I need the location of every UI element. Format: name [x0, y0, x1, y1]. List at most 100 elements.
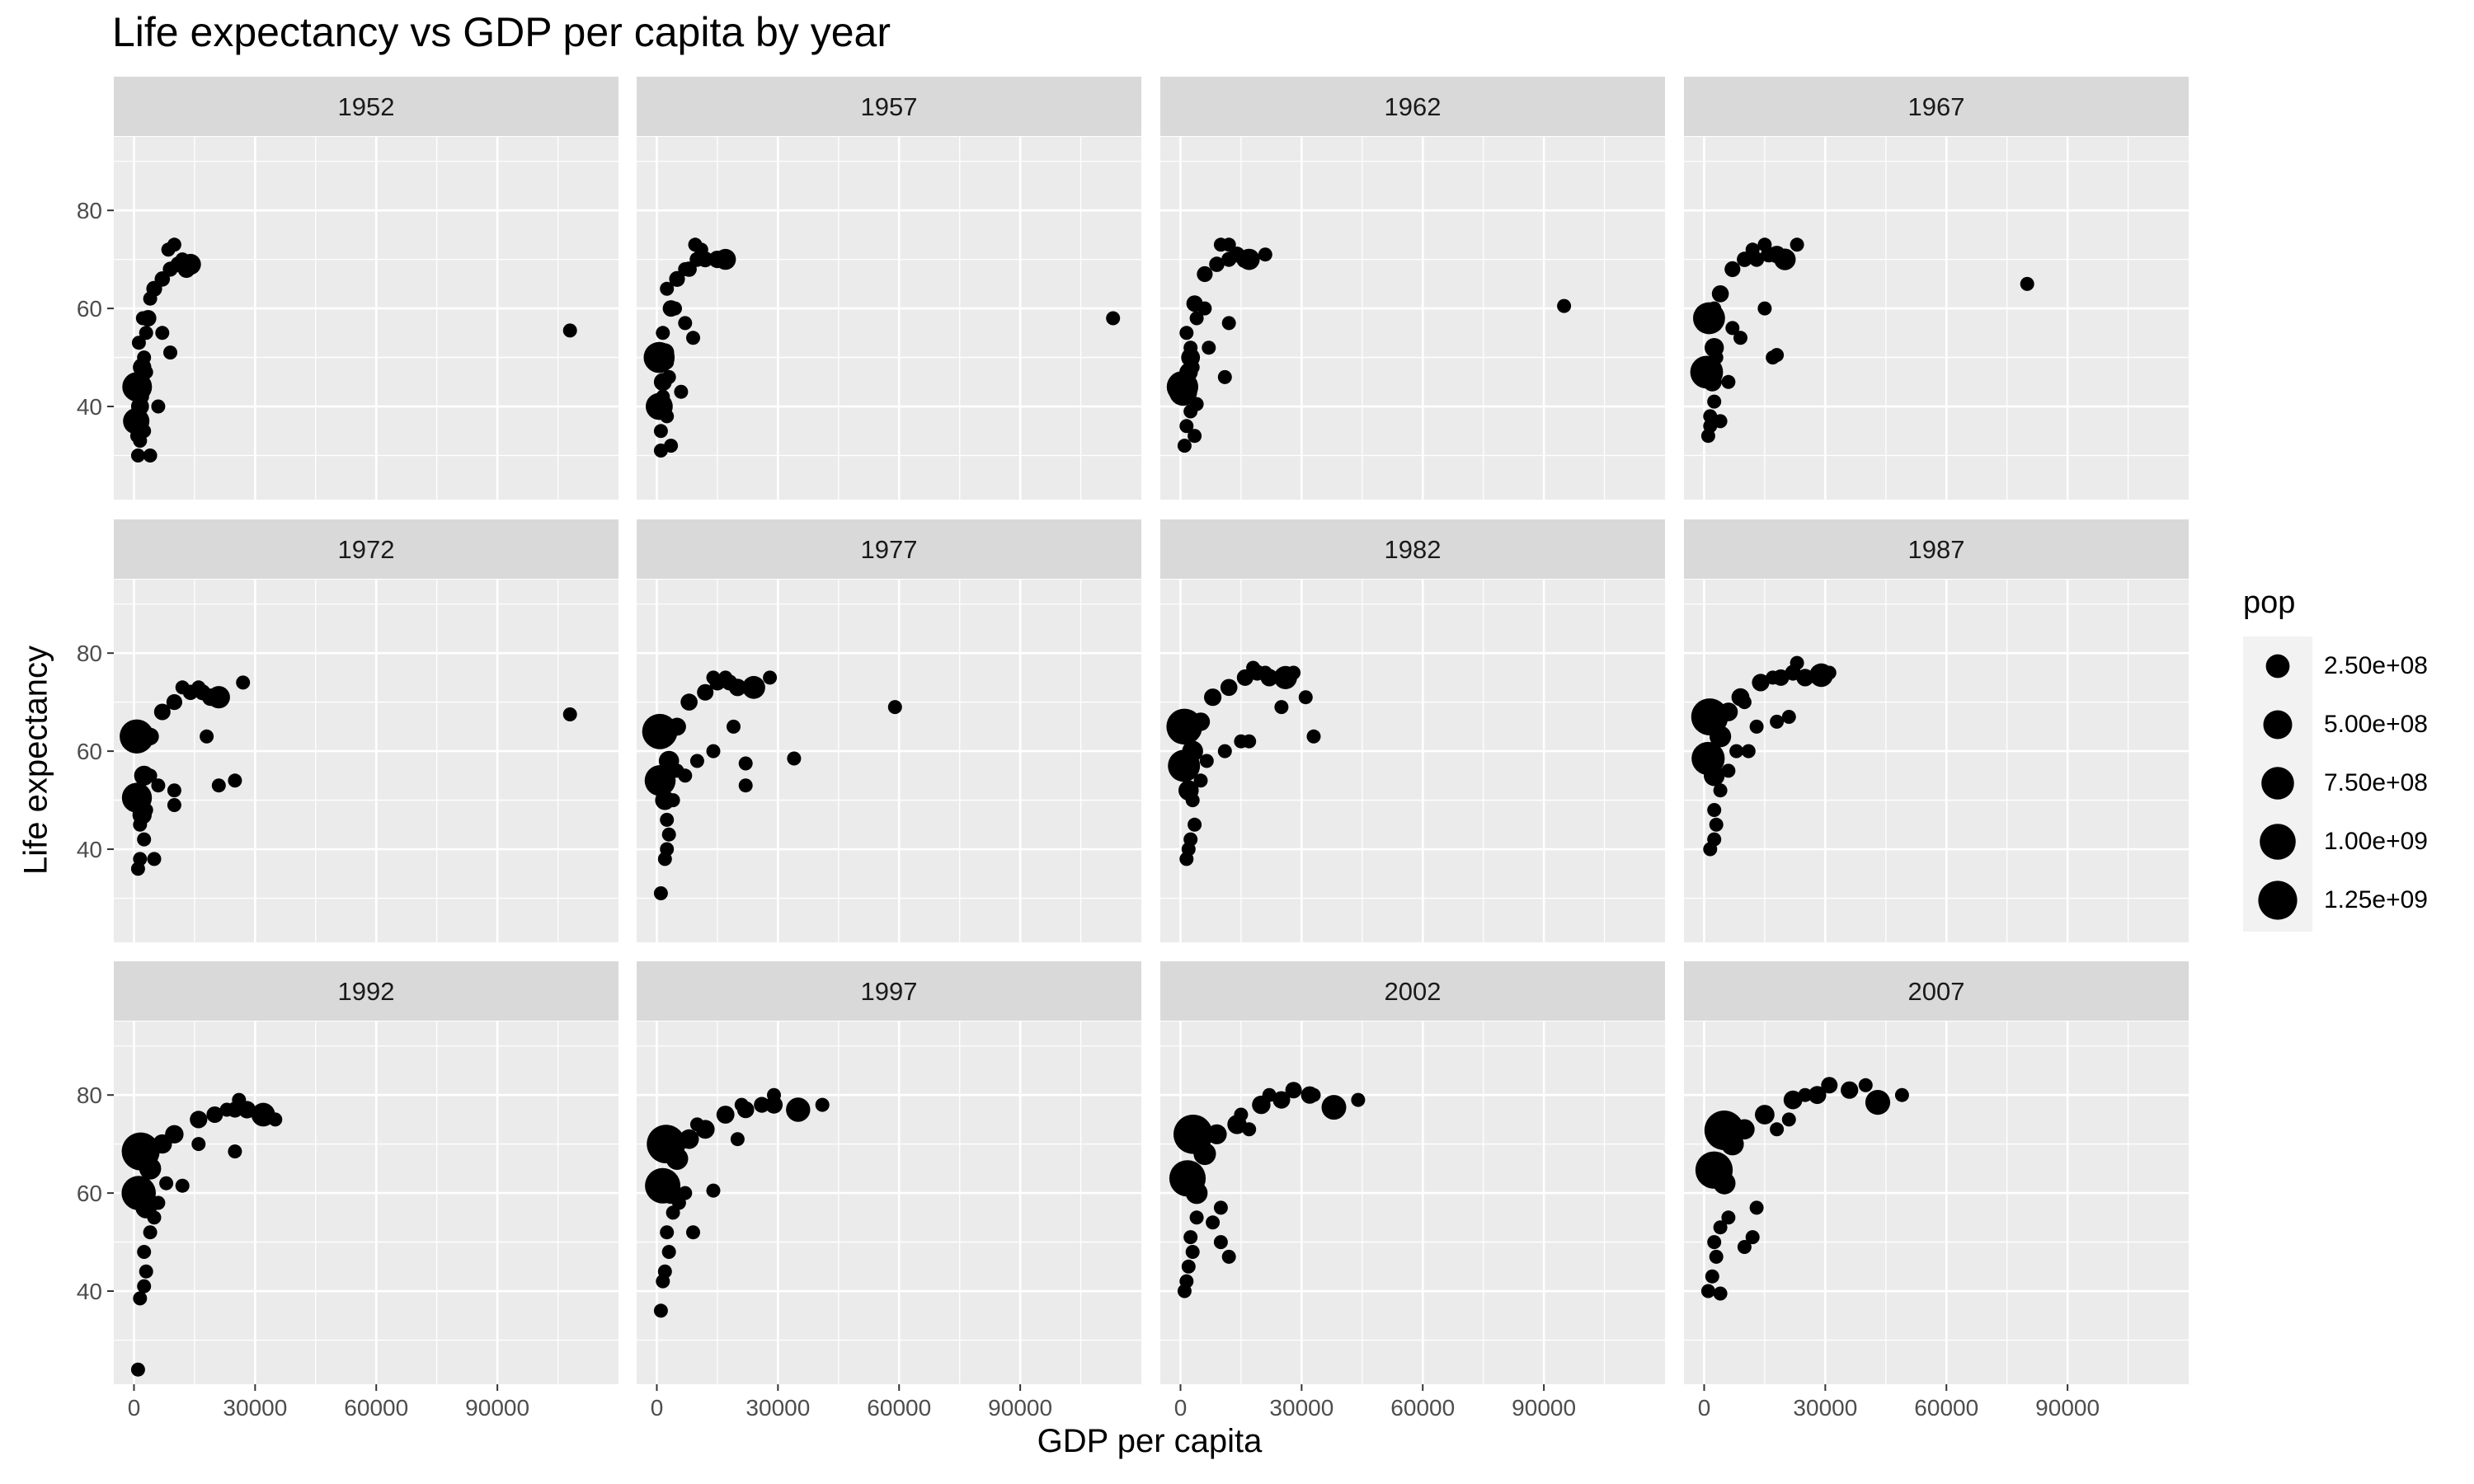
data-point	[159, 1176, 174, 1190]
data-point	[1213, 1200, 1228, 1215]
data-point	[1721, 763, 1736, 778]
data-point	[1770, 348, 1785, 363]
data-point	[167, 783, 181, 798]
data-point	[1713, 1172, 1736, 1195]
data-point	[668, 717, 686, 736]
data-point	[1209, 256, 1225, 272]
data-point	[206, 1106, 223, 1123]
data-point	[163, 345, 177, 360]
facet-strip-label: 1957	[861, 92, 918, 121]
facet-panel: 1982	[1160, 519, 1665, 942]
data-point	[1707, 832, 1722, 847]
data-point	[660, 1225, 675, 1240]
data-point	[1704, 765, 1725, 787]
data-point	[1733, 331, 1747, 345]
legend-key-dot	[2263, 710, 2293, 740]
data-point	[1179, 326, 1194, 340]
data-point	[1796, 669, 1814, 687]
data-point	[1808, 1086, 1827, 1105]
x-tick-label: 90000	[2035, 1395, 2100, 1421]
data-point	[1741, 744, 1756, 758]
data-point	[678, 316, 693, 331]
data-point	[1306, 729, 1321, 744]
data-point	[155, 326, 170, 340]
data-point	[1238, 248, 1260, 270]
data-point	[1707, 394, 1722, 409]
x-tick-label: 0	[651, 1395, 664, 1421]
data-point	[1206, 1215, 1221, 1230]
data-point	[1729, 744, 1744, 758]
data-point	[135, 311, 150, 326]
data-point	[200, 729, 214, 744]
legend-key-dot	[2265, 654, 2290, 679]
facet-panel: 1952 40 60 80	[77, 77, 618, 500]
x-tick-label: 30000	[1793, 1395, 1857, 1421]
data-point	[191, 680, 206, 695]
data-point	[686, 331, 700, 345]
facet-strip-label: 1952	[338, 92, 395, 121]
data-point	[1221, 1249, 1236, 1264]
data-point	[1774, 248, 1796, 270]
data-point	[1841, 1081, 1859, 1099]
data-point	[661, 1245, 676, 1259]
data-point	[815, 1097, 830, 1112]
data-point	[767, 1087, 781, 1102]
data-point	[669, 270, 685, 287]
facet-strip-label: 1992	[338, 977, 395, 1006]
data-point	[1286, 665, 1301, 680]
data-point	[137, 1279, 152, 1294]
data-point	[232, 1092, 247, 1107]
data-point	[642, 713, 678, 749]
data-point	[1770, 714, 1785, 729]
data-point	[1749, 719, 1764, 734]
data-point	[742, 675, 765, 699]
x-tick-label: 0	[128, 1395, 141, 1421]
y-tick-label: 40	[77, 394, 102, 420]
data-point	[1234, 1107, 1249, 1122]
panel-background	[1160, 580, 1665, 942]
data-point	[1199, 754, 1214, 768]
data-point	[728, 679, 747, 697]
data-point	[1185, 360, 1200, 374]
data-point	[678, 262, 693, 276]
data-point	[716, 1106, 735, 1124]
x-tick-label: 90000	[465, 1395, 529, 1421]
facet-panel: 1967	[1684, 77, 2189, 500]
data-point	[143, 448, 158, 463]
data-point	[706, 1183, 721, 1198]
data-point	[1274, 700, 1289, 715]
facet-panel: 1972 40 60 80	[77, 519, 618, 942]
facet-strip	[114, 519, 618, 579]
data-point	[1710, 726, 1732, 748]
data-point	[1724, 261, 1741, 278]
data-point	[1188, 429, 1202, 444]
data-point	[167, 237, 181, 252]
data-point	[706, 744, 721, 758]
data-point	[137, 424, 152, 439]
data-point	[653, 424, 668, 439]
data-point	[657, 1264, 672, 1279]
facet-strip	[1684, 77, 2189, 136]
data-point	[1246, 660, 1261, 675]
data-point	[1737, 695, 1752, 710]
data-point	[562, 707, 577, 721]
data-point	[134, 389, 149, 404]
data-point	[734, 1097, 749, 1112]
data-point	[1189, 1210, 1204, 1225]
data-point	[228, 1144, 242, 1159]
data-point	[1242, 734, 1257, 749]
data-point	[153, 703, 171, 721]
data-point	[1707, 1235, 1722, 1250]
legend-entry-label: 5.00e+08	[2324, 711, 2428, 738]
data-point	[680, 693, 698, 711]
data-point	[1193, 1142, 1216, 1166]
data-point	[1220, 679, 1238, 697]
data-point	[1197, 301, 1212, 316]
data-point	[165, 1125, 184, 1144]
data-point	[1181, 1259, 1196, 1274]
data-point	[137, 1245, 152, 1259]
data-point	[730, 1132, 745, 1147]
x-tick-label: 60000	[867, 1395, 931, 1421]
